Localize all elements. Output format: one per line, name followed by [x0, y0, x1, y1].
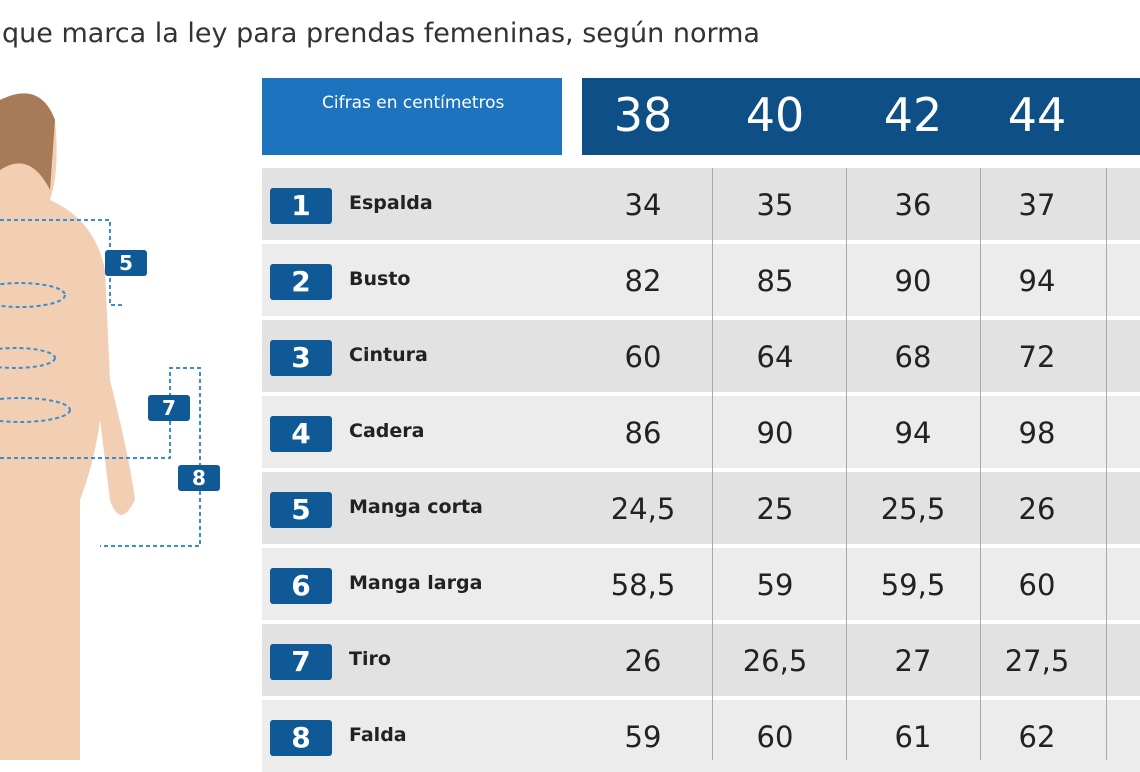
row-label: Cadera	[349, 420, 425, 442]
cell-value: 94	[894, 416, 932, 450]
row-number: 7	[270, 644, 332, 680]
row-number: 1	[270, 188, 332, 224]
cell-value: 61	[894, 720, 932, 754]
cell-value: 98	[1018, 416, 1056, 450]
cell-value: 26,5	[742, 644, 808, 678]
row-label: Busto	[349, 268, 411, 290]
cell-value: 90	[894, 264, 932, 298]
row-number: 4	[270, 416, 332, 452]
size-label: 38	[613, 88, 673, 142]
row-label: Espalda	[349, 192, 433, 214]
cell-value: 60	[624, 340, 662, 374]
cell-value: 24,5	[610, 492, 676, 526]
row-number: 5	[270, 492, 332, 528]
cell-value: 59,5	[880, 568, 946, 602]
row-number: 2	[270, 264, 332, 300]
title: que marca la ley para prendas femeninas,…	[2, 18, 760, 49]
cell-value: 26	[1018, 492, 1056, 526]
figure-marker: 7	[148, 395, 190, 421]
size-header	[582, 78, 1140, 155]
figure-marker: 8	[178, 465, 220, 491]
body-figure	[0, 93, 201, 760]
cell-value: 27,5	[1004, 644, 1070, 678]
row-label: Manga larga	[349, 572, 483, 594]
row-label: Tiro	[349, 648, 391, 670]
cell-value: 25,5	[880, 492, 946, 526]
cell-value: 36	[894, 188, 932, 222]
cell-value: 58,5	[610, 568, 676, 602]
row-label: Manga corta	[349, 496, 483, 518]
cell-value: 25	[756, 492, 794, 526]
cell-value: 59	[624, 720, 662, 754]
cell-value: 37	[1018, 188, 1056, 222]
cell-value: 34	[624, 188, 662, 222]
column-divider	[980, 168, 981, 760]
cell-value: 86	[624, 416, 662, 450]
cell-value: 68	[894, 340, 932, 374]
cell-value: 64	[756, 340, 794, 374]
cell-value: 60	[756, 720, 794, 754]
size-label: 42	[883, 88, 943, 142]
cell-value: 90	[756, 416, 794, 450]
column-divider	[712, 168, 713, 760]
column-divider	[846, 168, 847, 760]
cell-value: 27	[894, 644, 932, 678]
row-label: Cintura	[349, 344, 428, 366]
column-divider	[1106, 168, 1107, 760]
figure-marker: 5	[105, 250, 147, 276]
cell-value: 72	[1018, 340, 1056, 374]
cell-value: 62	[1018, 720, 1056, 754]
cell-value: 60	[1018, 568, 1056, 602]
cell-value: 35	[756, 188, 794, 222]
cell-value: 59	[756, 568, 794, 602]
row-label: Falda	[349, 724, 407, 746]
size-label: 44	[1007, 88, 1067, 142]
row-number: 8	[270, 720, 332, 756]
cell-value: 82	[624, 264, 662, 298]
row-number: 3	[270, 340, 332, 376]
row-number: 6	[270, 568, 332, 604]
size-label: 40	[745, 88, 805, 142]
cell-value: 94	[1018, 264, 1056, 298]
cell-value: 85	[756, 264, 794, 298]
corner-header: Cifras en centímetros	[262, 78, 562, 155]
cell-value: 26	[624, 644, 662, 678]
